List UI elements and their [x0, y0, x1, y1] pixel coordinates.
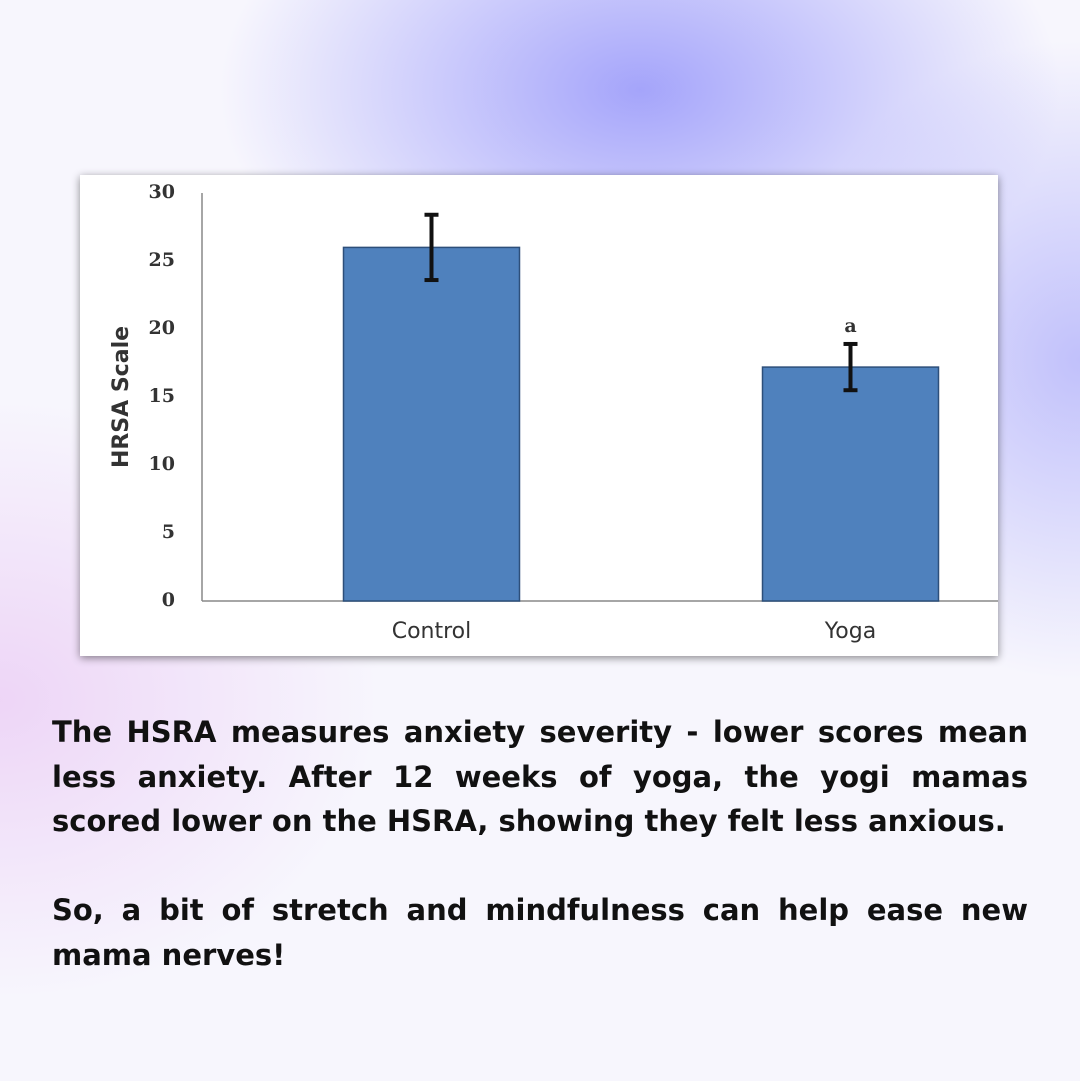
y-tick-label: 0	[162, 589, 175, 611]
y-tick-label: 20	[149, 317, 175, 339]
bar	[342, 246, 521, 602]
y-tick-label: 10	[149, 453, 175, 475]
chart: HRSA Scale 0 5 10 15 20 25 30 Control Yoga a	[109, 181, 998, 644]
y-tick-label: 5	[162, 521, 175, 543]
paragraph: So, a bit of stretch and mindfulness can…	[52, 893, 1028, 972]
x-tick-label: Control	[392, 619, 472, 644]
annotation: a	[844, 315, 856, 337]
y-tick-label: 25	[149, 249, 175, 271]
y-axis-label: HRSA Scale	[109, 326, 134, 468]
paragraph: The HSRA measures anxiety severity - low…	[52, 715, 1028, 838]
bar	[761, 366, 940, 602]
error-bar	[424, 212, 439, 283]
y-tick-label: 15	[149, 385, 175, 407]
caption: The HSRA measures anxiety severity - low…	[52, 710, 1028, 1022]
x-tick-label: Yoga	[824, 619, 876, 644]
y-tick-label: 30	[149, 181, 175, 203]
error-bar	[843, 341, 858, 393]
